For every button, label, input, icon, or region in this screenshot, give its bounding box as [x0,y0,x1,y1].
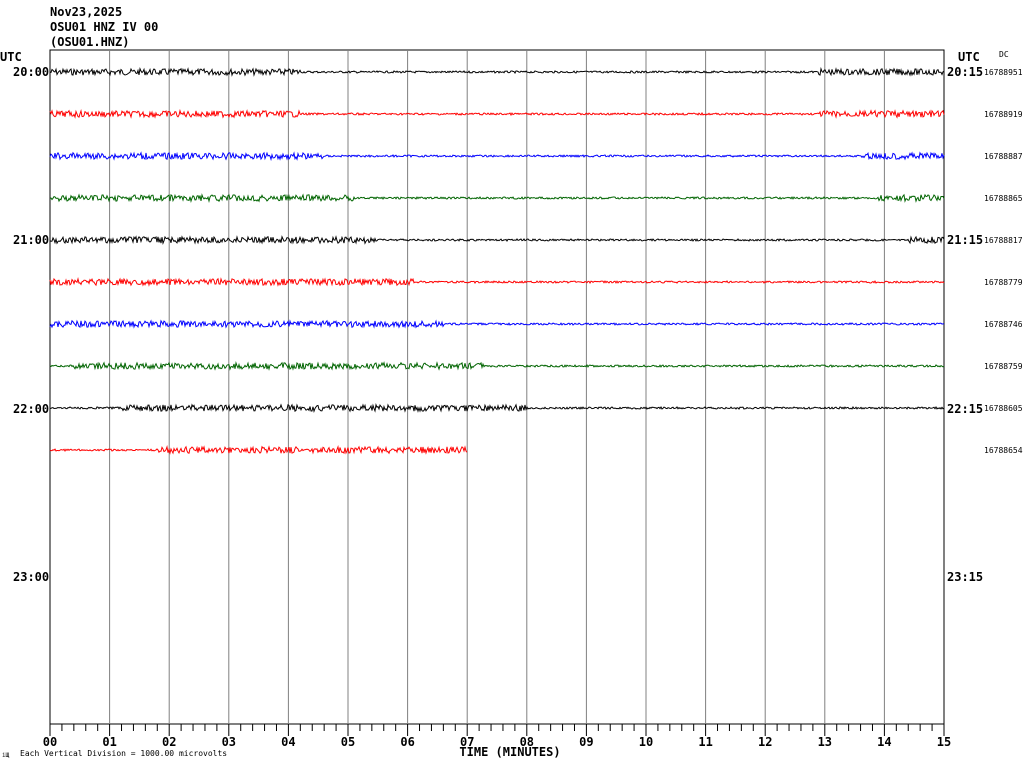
x-tick-label: 09 [579,735,593,749]
station-title: OSU01 HNZ IV 00 [50,20,159,34]
x-tick-label: 08 [520,735,534,749]
dc-offset: 16788654 [984,446,1023,455]
x-tick-label: 12 [758,735,772,749]
x-tick-label: 06 [400,735,414,749]
seismic-trace [49,319,945,329]
x-tick-label: 04 [281,735,295,749]
x-axis: 00 01 02 03 04 05 06 07 08 09 10 11 12 13 14 15 TIME (MI… [43,724,951,759]
seismic-trace [50,402,945,413]
right-hour-label: 20:15 [947,65,984,79]
seismic-trace [49,235,945,246]
left-hour-label: 23:00 [13,570,50,584]
footnote-mark: іЩ [2,752,10,759]
seismic-trace [49,444,468,455]
x-tick-label: 13 [818,735,832,749]
x-tick-label: 03 [222,735,236,749]
left-hour-label: 20:00 [13,65,50,79]
dc-offset: 16788746 [984,320,1023,329]
dc-label: DC [999,50,1009,59]
x-tick-label: 10 [639,735,653,749]
left-hour-label: 21:00 [13,233,50,247]
traces [49,66,945,455]
dc-offset: 16788919 [984,110,1023,119]
dc-offset: 16788887 [984,152,1023,161]
plot-date: Nov23,2025 [50,5,123,19]
seismic-trace [49,108,945,119]
dc-offset: 16788779 [984,278,1023,287]
channel-title: (OSU01.HNZ) [50,35,130,49]
left-utc-label: UTC [0,50,22,64]
right-hour-label: 23:15 [947,570,984,584]
dc-offset: 16788605 [984,404,1023,413]
dc-offset: 16788817 [984,236,1023,245]
right-hour-label: 21:15 [947,233,984,247]
right-hour-label: 22:15 [947,402,984,416]
x-tick-label: 02 [162,735,176,749]
dc-offset: 16788759 [984,362,1023,371]
x-tick-label: 15 [937,735,951,749]
right-utc-label: UTC [958,50,980,64]
grid [49,49,945,725]
seismic-trace [49,276,945,287]
x-tick-label: 07 [460,735,474,749]
x-tick-label: 11 [698,735,712,749]
x-tick-label: 05 [341,735,355,749]
left-hour-label: 22:00 [13,402,50,416]
seismic-trace [49,193,945,203]
seismic-trace [49,151,945,162]
plot-frame [49,49,945,725]
seismic-trace [49,361,945,371]
dc-offset: 16788951 [984,68,1023,77]
x-tick-label: 14 [877,735,891,749]
x-tick-label: 00 [43,735,57,749]
dc-offset: 16788865 [984,194,1023,203]
x-tick-label: 01 [102,735,116,749]
x-axis-label: TIME (MINUTES) [459,745,560,759]
seismic-trace [49,66,945,77]
vertical-division-note: Each Vertical Division = 1000.00 microvo… [20,749,228,758]
